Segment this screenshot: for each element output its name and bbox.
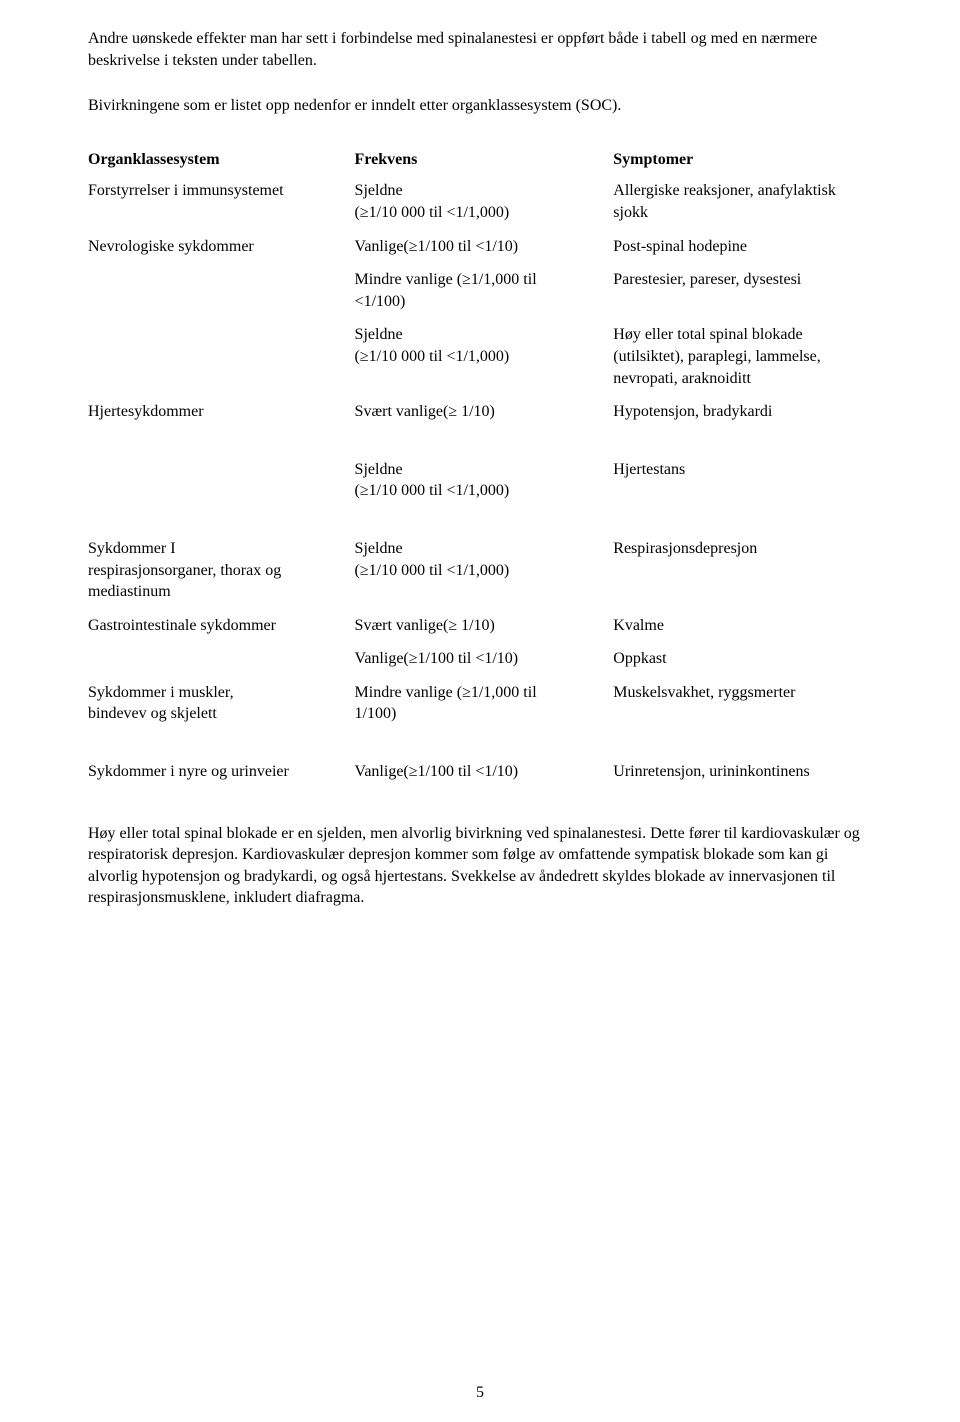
cell-symp-renal: Urinretensjon, urininkontinens <box>613 761 872 811</box>
cell-freq-renal: Vanlige(≥1/100 til <1/10) <box>355 761 614 811</box>
cell-symp-neuro-uncommon: Parestesier, pareser, dysestesi <box>613 269 872 324</box>
table-row: Hjertesykdommer Svært vanlige(≥ 1/10) Hy… <box>88 401 872 459</box>
page-container: Andre uønskede effekter man har sett i f… <box>0 0 960 1422</box>
soc-resp-l1: Sykdommer I <box>88 540 176 557</box>
intro-paragraph-2: Bivirkningene som er listet opp nedenfor… <box>88 95 872 117</box>
cell-freq-neuro-rare: Sjeldne (≥1/10 000 til <1/1,000) <box>355 324 614 401</box>
table-row: Sjeldne (≥1/10 000 til <1/1,000) Høy ell… <box>88 324 872 401</box>
freq-rare-l1: Sjeldne <box>355 540 403 557</box>
table-row: Sjeldne (≥1/10 000 til <1/1,000) Hjertes… <box>88 459 872 538</box>
intro-paragraph-1: Andre uønskede effekter man har sett i f… <box>88 28 872 71</box>
soc-musk-l2: bindevev og skjelett <box>88 705 217 722</box>
cell-freq-resp: Sjeldne (≥1/10 000 til <1/1,000) <box>355 538 614 615</box>
cell-soc-resp: Sykdommer I respirasjonsorganer, thorax … <box>88 538 355 615</box>
symp-immune-l2: sjokk <box>613 204 648 221</box>
cell-soc-cardiac: Hjertesykdommer <box>88 401 355 459</box>
header-symp: Symptomer <box>613 149 872 181</box>
cell-symp-gi-vc: Kvalme <box>613 615 872 649</box>
header-soc: Organklassesystem <box>88 149 355 181</box>
intro-text-1: Andre uønskede effekter man har sett i f… <box>88 30 817 69</box>
cell-soc-musk: Sykdommer i muskler, bindevev og skjelet… <box>88 682 355 761</box>
table-row: Sykdommer I respirasjonsorganer, thorax … <box>88 538 872 615</box>
table-row: Sykdommer i nyre og urinveier Vanlige(≥1… <box>88 761 872 811</box>
cell-symp-neuro-common: Post-spinal hodepine <box>613 236 872 270</box>
cell-symp-cardiac-vc: Hypotensjon, bradykardi <box>613 401 872 459</box>
soc-musk-l1: Sykdommer i muskler, <box>88 684 234 701</box>
table-row: Vanlige(≥1/100 til <1/10) Oppkast <box>88 648 872 682</box>
cell-empty <box>88 324 355 401</box>
cell-empty <box>88 459 355 538</box>
soc-resp-l3: mediastinum <box>88 583 171 600</box>
cell-symp-immune: Allergiske reaksjoner, anafylaktisk sjok… <box>613 180 872 235</box>
freq-rare-l2: (≥1/10 000 til <1/1,000) <box>355 204 510 221</box>
cell-freq-musk: Mindre vanlige (≥1/1,000 til 1/100) <box>355 682 614 761</box>
cell-symp-resp: Respirasjonsdepresjon <box>613 538 872 615</box>
soc-resp-l2: respirasjonsorganer, thorax og <box>88 562 281 579</box>
page-number: 5 <box>0 1382 960 1404</box>
freq-uncommon-l1: Mindre vanlige (≥1/1,000 til <box>355 684 537 701</box>
cell-soc-gi: Gastrointestinale sykdommer <box>88 615 355 649</box>
cell-soc-renal: Sykdommer i nyre og urinveier <box>88 761 355 811</box>
freq-uncommon-l2b: 1/100) <box>355 705 397 722</box>
closing-text: Høy eller total spinal blokade er en sje… <box>88 825 860 907</box>
cell-symp-gi-common: Oppkast <box>613 648 872 682</box>
table-row: Sykdommer i muskler, bindevev og skjelet… <box>88 682 872 761</box>
cell-freq-gi-vc: Svært vanlige(≥ 1/10) <box>355 615 614 649</box>
freq-rare-l1: Sjeldne <box>355 326 403 343</box>
cell-empty <box>88 269 355 324</box>
cell-soc-neuro: Nevrologiske sykdommer <box>88 236 355 270</box>
cell-symp-musk: Muskelsvakhet, ryggsmerter <box>613 682 872 761</box>
cell-empty <box>88 648 355 682</box>
cell-freq-cardiac-vc: Svært vanlige(≥ 1/10) <box>355 401 614 459</box>
cell-freq-cardiac-rare: Sjeldne (≥1/10 000 til <1/1,000) <box>355 459 614 538</box>
header-freq: Frekvens <box>355 149 614 181</box>
freq-rare-l1: Sjeldne <box>355 182 403 199</box>
freq-rare-l2: (≥1/10 000 til <1/1,000) <box>355 348 510 365</box>
symp-neuro-rare-l2: (utilsiktet), paraplegi, lammelse, <box>613 348 821 365</box>
cell-soc-immune: Forstyrrelser i immunsystemet <box>88 180 355 235</box>
freq-uncommon-l1: Mindre vanlige (≥1/1,000 til <box>355 271 537 288</box>
symp-immune-l1: Allergiske reaksjoner, anafylaktisk <box>613 182 836 199</box>
closing-paragraph: Høy eller total spinal blokade er en sje… <box>88 823 872 909</box>
table-row: Mindre vanlige (≥1/1,000 til <1/100) Par… <box>88 269 872 324</box>
symp-neuro-rare-l1: Høy eller total spinal blokade <box>613 326 802 343</box>
freq-rare-l1: Sjeldne <box>355 461 403 478</box>
adverse-effects-table: Organklassesystem Frekvens Symptomer For… <box>88 149 872 811</box>
freq-uncommon-l2: <1/100) <box>355 293 406 310</box>
table-row: Forstyrrelser i immunsystemet Sjeldne (≥… <box>88 180 872 235</box>
cell-symp-cardiac-rare: Hjertestans <box>613 459 872 538</box>
cell-freq-neuro-common: Vanlige(≥1/100 til <1/10) <box>355 236 614 270</box>
cell-freq-immune: Sjeldne (≥1/10 000 til <1/1,000) <box>355 180 614 235</box>
intro-text-2: Bivirkningene som er listet opp nedenfor… <box>88 97 621 114</box>
symp-neuro-rare-l3: nevropati, araknoiditt <box>613 370 751 387</box>
table-row: Gastrointestinale sykdommer Svært vanlig… <box>88 615 872 649</box>
table-row: Nevrologiske sykdommer Vanlige(≥1/100 ti… <box>88 236 872 270</box>
cell-symp-neuro-rare: Høy eller total spinal blokade (utilsikt… <box>613 324 872 401</box>
freq-rare-l2: (≥1/10 000 til <1/1,000) <box>355 482 510 499</box>
cell-freq-neuro-uncommon: Mindre vanlige (≥1/1,000 til <1/100) <box>355 269 614 324</box>
table-header-row: Organklassesystem Frekvens Symptomer <box>88 149 872 181</box>
cell-freq-gi-common: Vanlige(≥1/100 til <1/10) <box>355 648 614 682</box>
freq-rare-l2: (≥1/10 000 til <1/1,000) <box>355 562 510 579</box>
